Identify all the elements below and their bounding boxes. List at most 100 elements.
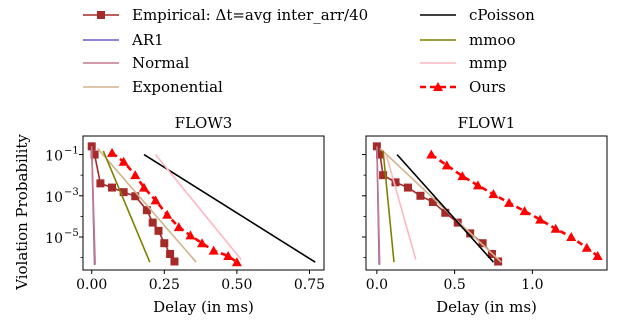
- y-tick-label: 10: [45, 149, 63, 165]
- series-line-cpoisson: [396, 154, 495, 263]
- x-tick-label: 1.0: [521, 277, 543, 293]
- point-ours: [581, 242, 592, 252]
- legend-label: Ours: [469, 78, 506, 96]
- x-axis-label: Delay (in ms): [153, 298, 254, 316]
- point-empirical: [494, 257, 503, 266]
- x-tick-label: 0.0: [366, 277, 388, 293]
- legend: Empirical: Δt=avg inter_arr/40 AR1 Normal E…: [83, 6, 535, 96]
- point-ours: [223, 250, 234, 260]
- point-ours: [138, 182, 149, 192]
- point-empirical: [148, 218, 157, 227]
- x-axis-label: Delay (in ms): [436, 298, 537, 316]
- point-ours: [472, 180, 483, 190]
- legend-entry-ours: Ours: [420, 78, 506, 96]
- panel-title: FLOW1: [458, 114, 516, 132]
- series-line-normal: [376, 146, 381, 265]
- point-ours: [457, 171, 468, 181]
- x-tick-label: 0.5: [443, 277, 465, 293]
- point-empirical: [166, 250, 175, 259]
- point-empirical: [379, 171, 388, 180]
- series-line-mmoo: [382, 150, 395, 263]
- legend-entry-exponential: Exponential: [83, 78, 223, 96]
- point-empirical: [108, 183, 117, 192]
- point-empirical: [403, 183, 412, 192]
- legend-label: cPoisson: [469, 6, 535, 24]
- series-line-cpoisson: [143, 153, 316, 263]
- point-ours: [150, 195, 161, 205]
- legend-label: AR1: [131, 31, 164, 49]
- point-ours: [208, 245, 219, 255]
- point-ours: [162, 209, 173, 219]
- point-ours: [185, 230, 196, 240]
- point-ours: [118, 156, 129, 166]
- legend-label: mmoo: [469, 31, 516, 49]
- series-line-exponential: [379, 147, 502, 263]
- point-ours: [173, 222, 184, 232]
- series-line-exponential: [96, 147, 197, 263]
- point-empirical: [90, 150, 99, 159]
- point-empirical: [441, 208, 450, 217]
- series-line-normal: [90, 146, 96, 265]
- legend-marker: [97, 11, 105, 19]
- legend-label: Empirical: Δt=avg inter_arr/40: [132, 6, 368, 24]
- point-ours: [197, 238, 208, 248]
- point-ours: [107, 147, 118, 157]
- panel-title: FLOW3: [175, 114, 233, 132]
- legend-entry-empirical: Empirical: Δt=avg inter_arr/40: [83, 6, 368, 24]
- point-ours: [130, 170, 141, 180]
- y-tick-exponent: −5: [64, 228, 79, 239]
- point-empirical: [428, 197, 437, 206]
- y-tick-label: 10: [45, 231, 63, 247]
- legend-marker: [433, 82, 443, 91]
- point-empirical: [416, 191, 425, 200]
- point-empirical: [375, 150, 384, 159]
- series-line-mmp: [385, 154, 417, 260]
- point-empirical: [170, 257, 179, 266]
- plot-frame: [365, 135, 608, 271]
- x-tick-label: 0.75: [294, 277, 325, 293]
- point-empirical: [119, 188, 128, 197]
- point-empirical: [478, 239, 487, 248]
- y-tick-label: 10: [45, 190, 63, 206]
- legend-entry-cpoisson: cPoisson: [420, 6, 535, 24]
- point-ours: [550, 223, 561, 233]
- point-ours: [535, 214, 546, 224]
- point-empirical: [96, 179, 105, 188]
- point-empirical: [142, 206, 151, 215]
- y-tick-exponent: −1: [64, 146, 79, 157]
- legend-label: Normal: [132, 54, 189, 72]
- plot-frame: [82, 135, 325, 271]
- legend-label: mmp: [469, 54, 507, 72]
- point-empirical: [160, 239, 169, 248]
- point-ours: [488, 189, 499, 199]
- series-group: [372, 142, 603, 266]
- series-line-mmoo: [102, 150, 151, 263]
- point-ours: [441, 160, 452, 170]
- x-tick-label: 0.00: [76, 277, 107, 293]
- legend-entry-mmoo: mmoo: [420, 31, 516, 49]
- series-line-ours: [111, 151, 238, 264]
- series-line-mmp: [154, 154, 242, 261]
- x-tick-label: 0.25: [149, 277, 180, 293]
- y-axis-label: Violation Probability: [13, 134, 31, 291]
- point-ours: [504, 197, 515, 207]
- point-empirical: [87, 142, 96, 151]
- point-ours: [566, 232, 577, 242]
- series-group: [87, 142, 316, 267]
- point-ours: [426, 149, 437, 159]
- point-empirical: [154, 226, 163, 235]
- point-ours: [519, 206, 530, 216]
- point-ours: [231, 257, 242, 267]
- point-empirical: [131, 192, 140, 201]
- legend-entry-ar1: AR1: [83, 31, 164, 49]
- y-tick-exponent: −3: [64, 187, 79, 198]
- point-empirical: [372, 142, 381, 151]
- point-ours: [592, 250, 603, 260]
- point-empirical: [391, 178, 400, 187]
- legend-label: Exponential: [132, 78, 223, 96]
- legend-entry-normal: Normal: [83, 54, 189, 72]
- legend-entry-mmp: mmp: [420, 54, 507, 72]
